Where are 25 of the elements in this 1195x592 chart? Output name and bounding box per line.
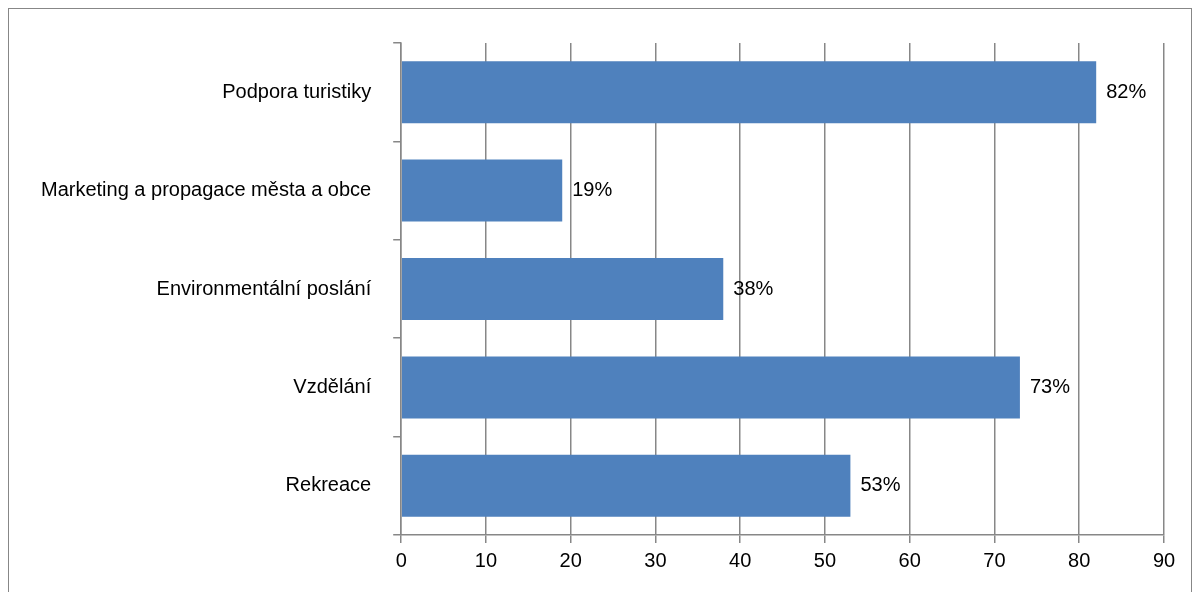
x-tick-label: 40 [729,548,752,571]
x-tick-label: 30 [644,548,667,571]
x-tick-label: 10 [474,548,498,571]
data-label: 82% [1106,79,1147,102]
x-tick-label: 70 [983,548,1006,571]
bar [401,61,1097,124]
bar [401,258,724,320]
y-tick-label: Vzdělání [293,374,372,397]
x-tick-label: 80 [1068,548,1091,571]
x-tick-label: 60 [898,548,921,571]
bar [401,159,563,222]
y-tick-label: Rekreace [285,473,372,496]
data-label: 38% [733,276,774,299]
y-tick-label: Podpora turistiky [222,79,372,102]
x-tick-label: 50 [813,548,837,571]
data-label: 19% [572,178,613,201]
bar [401,454,851,517]
bar [401,356,1020,419]
y-tick-label: Marketing a propagace města a obce [40,178,372,201]
x-tick-label: 20 [559,548,582,571]
data-label: 73% [1029,374,1071,397]
data-label: 53% [860,473,901,496]
x-tick-label: 90 [1152,548,1176,571]
x-tick-label: 0 [395,548,407,571]
y-tick-label: Environmentální poslání [156,276,372,299]
